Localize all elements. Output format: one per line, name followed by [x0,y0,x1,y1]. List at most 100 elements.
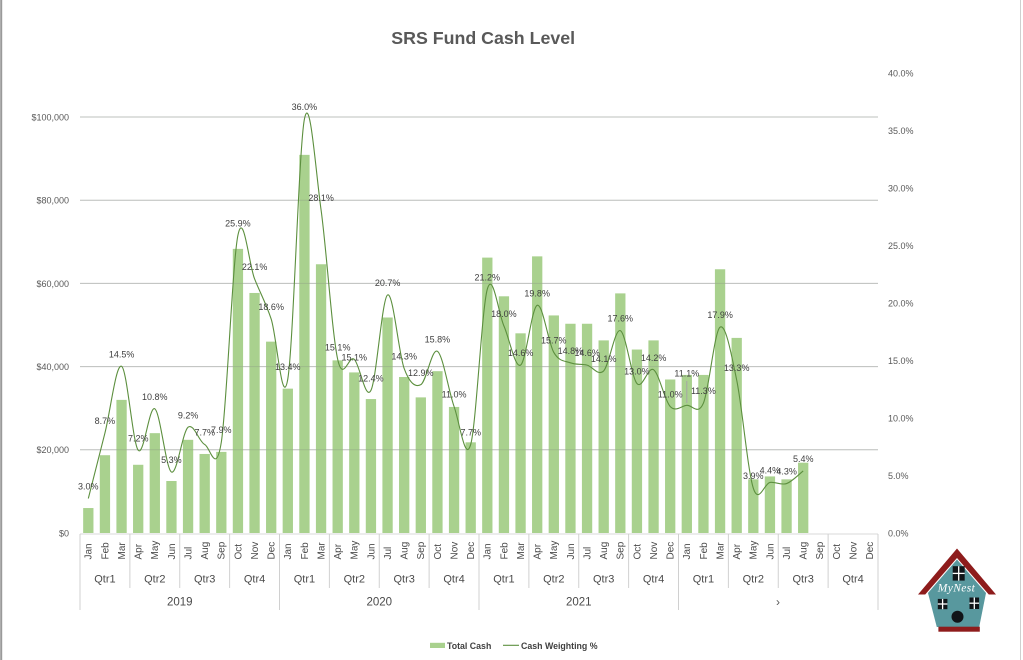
svg-text:Dec: Dec [466,542,477,560]
svg-text:Oct: Oct [632,544,643,560]
svg-text:2019: 2019 [167,597,193,609]
svg-text:Qtr3: Qtr3 [593,574,614,586]
svg-text:MyNest: MyNest [937,583,976,595]
svg-text:Dec: Dec [865,542,876,560]
svg-text:Aug: Aug [599,542,610,560]
svg-text:Mar: Mar [117,542,128,560]
svg-text:17.6%: 17.6% [608,314,634,324]
svg-text:11.0%: 11.0% [658,390,683,400]
svg-text:11.1%: 11.1% [674,369,699,379]
svg-text:Apr: Apr [732,543,743,559]
svg-text:7.7%: 7.7% [460,428,481,438]
svg-text:Qtr3: Qtr3 [194,574,215,586]
svg-text:18.6%: 18.6% [258,302,284,312]
svg-text:Jun: Jun [566,543,577,559]
svg-text:14.5%: 14.5% [109,349,135,359]
svg-text:Jan: Jan [84,543,95,559]
svg-text:11.0%: 11.0% [442,390,467,400]
svg-text:28.1%: 28.1% [308,193,334,203]
svg-text:Mar: Mar [316,542,327,560]
svg-text:5.4%: 5.4% [793,454,814,464]
svg-text:40.0%: 40.0% [888,68,914,78]
svg-text:Jun: Jun [167,543,178,559]
svg-text:10.8%: 10.8% [142,392,168,402]
svg-text:5.0%: 5.0% [888,471,909,481]
svg-text:20.0%: 20.0% [888,298,914,308]
svg-text:May: May [749,541,760,560]
svg-text:Qtr1: Qtr1 [294,574,315,586]
svg-text:36.0%: 36.0% [292,102,318,112]
svg-text:Qtr4: Qtr4 [643,574,664,586]
svg-text:Oct: Oct [433,544,444,560]
svg-text:Sep: Sep [815,541,826,559]
svg-text:7.9%: 7.9% [211,425,232,435]
svg-text:Cash Weighting %: Cash Weighting % [521,641,598,651]
svg-text:11.3%: 11.3% [691,386,716,396]
svg-text:Nov: Nov [250,542,261,560]
svg-text:Oct: Oct [233,544,244,560]
svg-text:Qtr1: Qtr1 [493,574,514,586]
svg-text:0.0%: 0.0% [888,528,909,538]
svg-text:Feb: Feb [499,542,510,560]
svg-text:5.3%: 5.3% [161,455,182,465]
svg-text:3.9%: 3.9% [743,471,764,481]
svg-text:Aug: Aug [799,542,810,560]
svg-text:13.4%: 13.4% [275,362,301,372]
svg-text:Qtr3: Qtr3 [393,574,414,586]
svg-text:7.2%: 7.2% [128,433,149,443]
svg-text:15.1%: 15.1% [342,353,368,363]
svg-text:Qtr1: Qtr1 [693,574,714,586]
svg-text:Sep: Sep [416,541,427,559]
svg-text:Nov: Nov [449,542,460,560]
svg-text:25.9%: 25.9% [225,218,251,228]
svg-text:Jun: Jun [366,543,377,559]
svg-text:13.3%: 13.3% [724,363,750,373]
svg-text:Jul: Jul [183,547,194,560]
svg-text:Dec: Dec [267,542,278,560]
svg-text:Apr: Apr [333,543,344,559]
svg-text:14.2%: 14.2% [641,353,667,363]
svg-text:$80,000: $80,000 [36,196,69,206]
svg-text:4.4%: 4.4% [760,466,781,476]
svg-text:Jul: Jul [582,547,593,560]
svg-text:$60,000: $60,000 [36,279,69,289]
svg-text:12.9%: 12.9% [408,368,434,378]
svg-text:$40,000: $40,000 [36,362,69,372]
svg-text:12.4%: 12.4% [358,374,384,384]
svg-text:Mar: Mar [715,542,726,560]
svg-text:Aug: Aug [400,542,411,560]
svg-text:Mar: Mar [516,542,527,560]
svg-text:May: May [350,541,361,560]
svg-text:21.2%: 21.2% [475,272,501,282]
svg-text:Jul: Jul [782,547,793,560]
svg-text:Feb: Feb [100,542,111,560]
svg-text:$0: $0 [59,528,69,538]
svg-text:Jan: Jan [283,543,294,559]
svg-text:Qtr4: Qtr4 [244,574,265,586]
svg-text:7.7%: 7.7% [194,428,215,438]
svg-text:May: May [150,541,161,560]
svg-text:Qtr2: Qtr2 [144,574,165,586]
svg-text:Qtr1: Qtr1 [94,574,115,586]
svg-text:Jan: Jan [483,543,494,559]
svg-text:25.0%: 25.0% [888,241,914,251]
svg-text:14.6%: 14.6% [574,348,600,358]
svg-text:Nov: Nov [848,542,859,560]
svg-text:10.0%: 10.0% [888,413,914,423]
svg-text:14.3%: 14.3% [391,352,417,362]
svg-text:Qtr2: Qtr2 [344,574,365,586]
svg-text:Total Cash: Total Cash [447,641,491,651]
svg-text:Qtr4: Qtr4 [842,574,863,586]
svg-text:Nov: Nov [649,542,660,560]
svg-text:Qtr4: Qtr4 [443,574,464,586]
svg-text:15.8%: 15.8% [425,334,451,344]
svg-text:Sep: Sep [217,541,228,559]
svg-text:Jun: Jun [765,543,776,559]
svg-text:Dec: Dec [666,542,677,560]
svg-text:Feb: Feb [300,542,311,560]
svg-text:May: May [549,541,560,560]
svg-text:13.0%: 13.0% [624,367,650,377]
svg-text:Qtr2: Qtr2 [543,574,564,586]
svg-text:Oct: Oct [832,544,843,560]
svg-text:15.7%: 15.7% [541,336,567,346]
